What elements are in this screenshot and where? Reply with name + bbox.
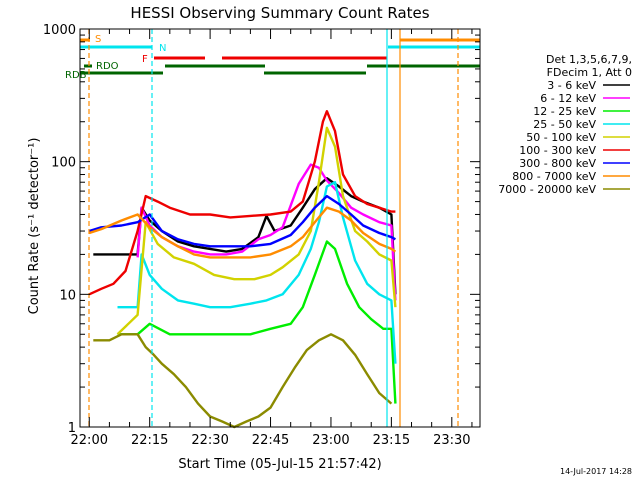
plot-frame: [79, 28, 481, 428]
y-tick-label: 1: [68, 421, 76, 436]
legend-label-6-12-kev: 6 - 12 keV: [540, 92, 596, 105]
x-tick-label: 22:15: [131, 433, 168, 448]
chart-title: HESSI Observing Summary Count Rates: [130, 4, 429, 22]
series-300-800-kev-line: [88, 194, 396, 248]
legend-label-7000-20000-kev: 7000 - 20000 keV: [498, 183, 596, 196]
legend-label-3-6-kev: 3 - 6 keV: [547, 79, 596, 92]
footer-timestamp: 14-Jul-2017 14:28: [560, 467, 632, 476]
series-100-300-kev-line: [88, 110, 396, 296]
x-tick-label: 22:45: [252, 433, 289, 448]
y-axis-label: Count Rate (s⁻¹ detector⁻¹): [27, 138, 42, 315]
series-800-7000-kev-line: [88, 206, 397, 259]
series-7000-20000-kev-line: [93, 333, 393, 429]
x-tick-label: 22:30: [191, 433, 228, 448]
y-tick-label: 100: [51, 156, 76, 171]
legend-label-50-100-kev: 50 - 100 keV: [526, 131, 596, 144]
legend-label-25-50-kev: 25 - 50 keV: [533, 118, 596, 131]
flag-s-label: S: [95, 34, 101, 45]
series-12-25-kev-line: [117, 240, 397, 404]
series-3-6-kev-line: [93, 177, 397, 295]
y-tick-label: 1000: [43, 23, 76, 38]
x-tick-label: 22:00: [71, 433, 108, 448]
x-axis-label: Start Time (05-Jul-15 21:57:42): [178, 457, 381, 472]
series-50-100-kev-line: [116, 126, 397, 336]
y-tick-label: 10: [59, 288, 76, 303]
flag-n-label: N: [159, 43, 166, 54]
legend-label-800-7000-kev: 800 - 7000 keV: [512, 170, 596, 183]
x-tick-label: 23:15: [373, 433, 410, 448]
flag-rdo-label: RDO: [96, 61, 119, 72]
flag-f-label: F: [142, 54, 148, 65]
legend-header-line: Det 1,3,5,6,7,9,: [546, 53, 632, 66]
series-25-50-kev-line: [117, 181, 397, 364]
legend-label-300-800-kev: 300 - 800 keV: [519, 157, 596, 170]
x-tick-label: 23:00: [312, 433, 349, 448]
x-tick-label: 23:30: [433, 433, 470, 448]
legend-label-12-25-kev: 12 - 25 keV: [533, 105, 596, 118]
flag-rdb-label: RDB: [65, 70, 87, 81]
legend-header-line: FDecim 1, Att 0: [547, 66, 632, 79]
legend-label-100-300-kev: 100 - 300 keV: [519, 144, 596, 157]
